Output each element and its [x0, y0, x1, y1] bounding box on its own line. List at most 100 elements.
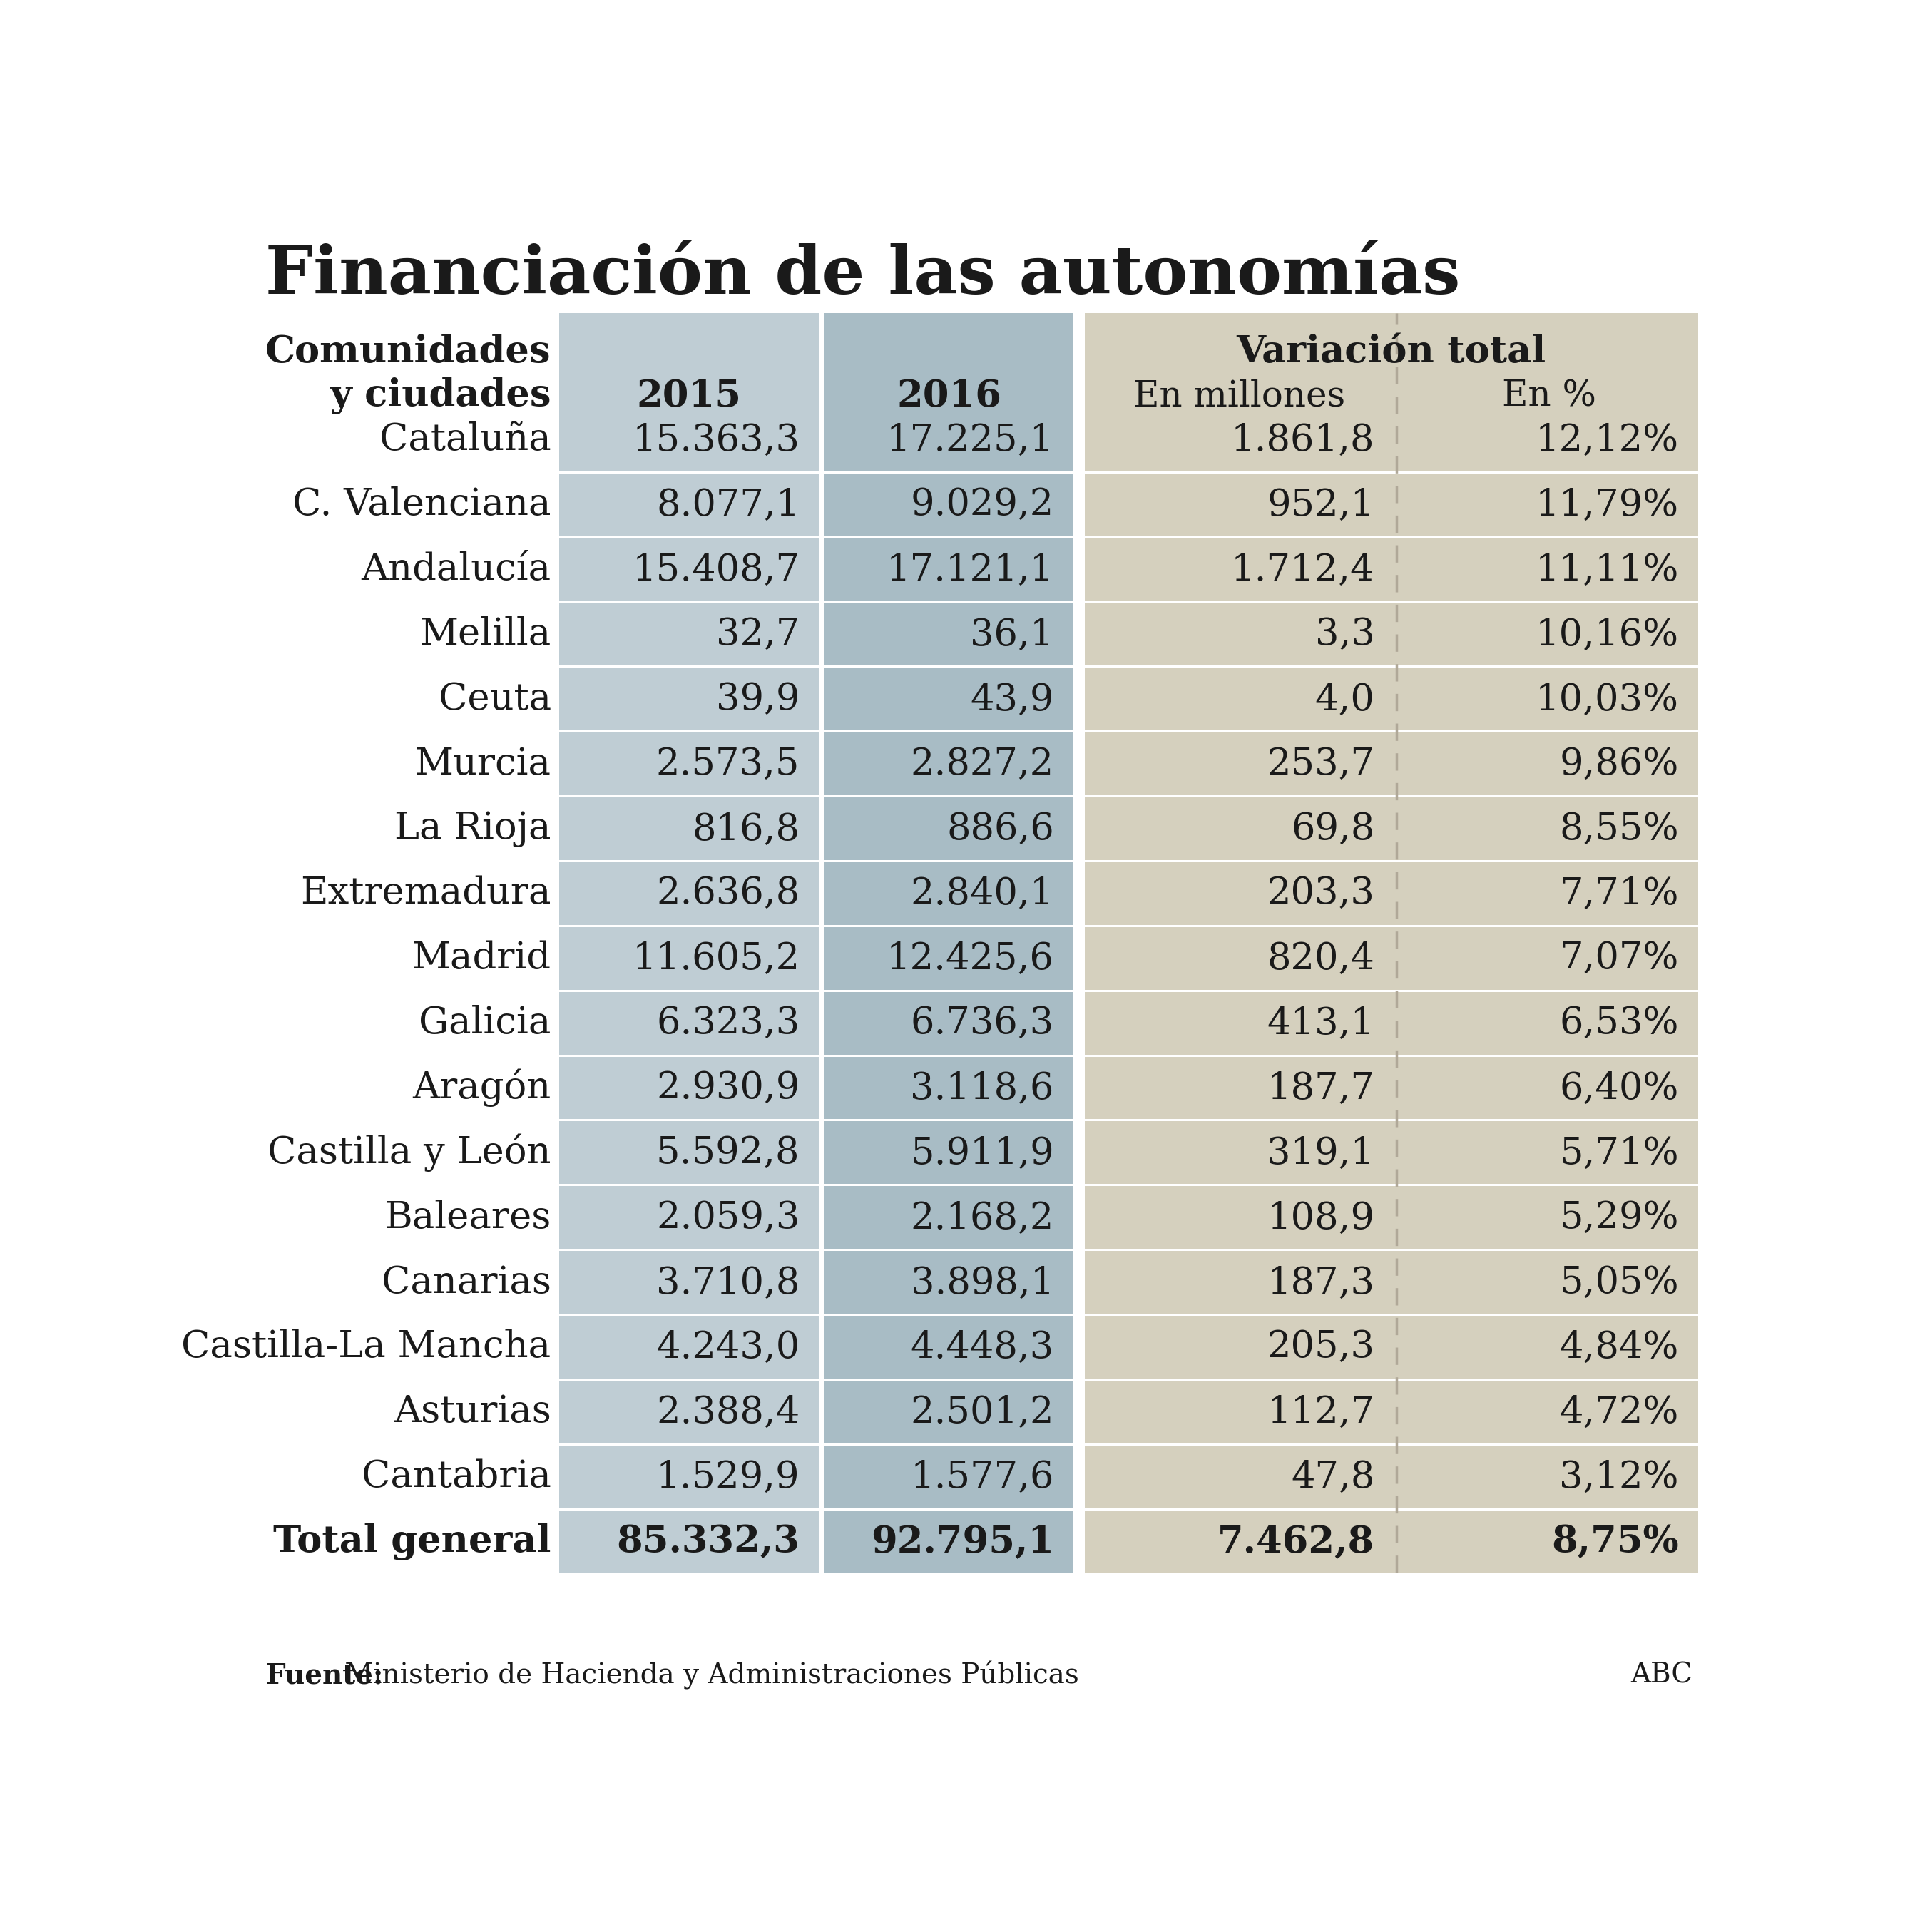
Text: 11,11%: 11,11%: [1536, 551, 1679, 587]
Text: 15.408,7: 15.408,7: [632, 551, 800, 587]
Text: 820,4: 820,4: [1266, 941, 1375, 976]
Text: 1.577,6: 1.577,6: [911, 1459, 1054, 1495]
Text: Comunidades: Comunidades: [265, 334, 552, 371]
Bar: [1085, 473, 1698, 535]
Bar: [825, 1381, 1073, 1443]
Bar: [1085, 313, 1698, 431]
Text: 816,8: 816,8: [691, 811, 800, 846]
Bar: [1085, 668, 1698, 730]
Bar: [1085, 1121, 1698, 1184]
Bar: [1085, 732, 1698, 796]
Text: 5,71%: 5,71%: [1559, 1134, 1679, 1171]
Bar: [560, 668, 819, 730]
Text: 5.911,9: 5.911,9: [911, 1134, 1054, 1171]
Bar: [560, 732, 819, 796]
Text: 2016: 2016: [896, 379, 1001, 413]
Text: Total general: Total general: [273, 1522, 552, 1561]
Text: 7,71%: 7,71%: [1559, 875, 1679, 912]
Bar: [825, 410, 1073, 471]
Text: 11.605,2: 11.605,2: [632, 941, 800, 976]
Text: Castilla y León: Castilla y León: [267, 1134, 552, 1173]
Bar: [825, 1186, 1073, 1248]
Text: 32,7: 32,7: [716, 616, 800, 653]
Text: 9,86%: 9,86%: [1559, 746, 1679, 782]
Text: Murcia: Murcia: [414, 746, 552, 782]
Bar: [560, 1381, 819, 1443]
Bar: [560, 1252, 819, 1314]
Bar: [1085, 1186, 1698, 1248]
Text: Variación total: Variación total: [1236, 334, 1545, 371]
Text: 43,9: 43,9: [970, 680, 1054, 717]
Bar: [1085, 1381, 1698, 1443]
Bar: [1085, 991, 1698, 1055]
Text: 17.225,1: 17.225,1: [886, 421, 1054, 458]
Bar: [825, 473, 1073, 535]
Bar: [825, 1316, 1073, 1378]
Bar: [560, 313, 819, 431]
Text: Cantabria: Cantabria: [361, 1459, 552, 1495]
Text: 108,9: 108,9: [1266, 1200, 1375, 1236]
Text: 3,12%: 3,12%: [1559, 1459, 1679, 1495]
Text: 8,55%: 8,55%: [1559, 811, 1679, 846]
Text: 2015: 2015: [636, 379, 741, 413]
Text: 8,75%: 8,75%: [1551, 1522, 1679, 1559]
Bar: [825, 798, 1073, 860]
Text: Melilla: Melilla: [420, 616, 552, 653]
Text: y ciudades: y ciudades: [330, 377, 552, 415]
Text: 6.736,3: 6.736,3: [911, 1005, 1054, 1041]
Text: 1.529,9: 1.529,9: [655, 1459, 800, 1495]
Text: Ministerio de Hacienda y Administraciones Públicas: Ministerio de Hacienda y Administracione…: [336, 1662, 1079, 1690]
Text: 47,8: 47,8: [1291, 1459, 1375, 1495]
Text: 6,53%: 6,53%: [1559, 1005, 1679, 1041]
Text: 3.710,8: 3.710,8: [657, 1264, 800, 1300]
Bar: [560, 473, 819, 535]
Text: ABC: ABC: [1631, 1662, 1692, 1689]
Text: 5,29%: 5,29%: [1559, 1200, 1679, 1236]
Text: Asturias: Asturias: [393, 1393, 552, 1430]
Bar: [1085, 1252, 1698, 1314]
Bar: [825, 1252, 1073, 1314]
Text: 39,9: 39,9: [716, 680, 800, 717]
Text: 10,16%: 10,16%: [1536, 616, 1679, 653]
Text: 69,8: 69,8: [1291, 811, 1375, 846]
Text: Cataluña: Cataluña: [380, 421, 552, 458]
Bar: [1085, 603, 1698, 667]
Text: 3,3: 3,3: [1314, 616, 1375, 653]
Text: Extremadura: Extremadura: [300, 875, 552, 912]
Text: 1.861,8: 1.861,8: [1230, 421, 1375, 458]
Bar: [825, 1445, 1073, 1509]
Text: 3.898,1: 3.898,1: [911, 1264, 1054, 1300]
Text: 11,79%: 11,79%: [1536, 487, 1679, 524]
Text: Castilla-La Mancha: Castilla-La Mancha: [181, 1329, 552, 1366]
Text: 187,7: 187,7: [1266, 1070, 1375, 1107]
Bar: [825, 539, 1073, 601]
Text: Aragón: Aragón: [413, 1068, 552, 1107]
Text: Ceuta: Ceuta: [437, 680, 552, 717]
Bar: [825, 862, 1073, 925]
Text: 1.712,4: 1.712,4: [1230, 551, 1375, 587]
Text: Baleares: Baleares: [384, 1200, 552, 1236]
Bar: [560, 1057, 819, 1119]
Text: 4,0: 4,0: [1314, 680, 1375, 717]
Text: 12,12%: 12,12%: [1536, 421, 1679, 458]
Text: Andalucía: Andalucía: [361, 551, 552, 587]
Bar: [1085, 410, 1698, 471]
Text: 952,1: 952,1: [1266, 487, 1375, 524]
Bar: [825, 732, 1073, 796]
Bar: [1085, 1445, 1698, 1509]
Text: 4,84%: 4,84%: [1559, 1329, 1679, 1366]
Text: C. Valenciana: C. Valenciana: [292, 487, 552, 524]
Text: 9.029,2: 9.029,2: [911, 487, 1054, 524]
Text: 92.795,1: 92.795,1: [871, 1522, 1054, 1559]
Text: 253,7: 253,7: [1266, 746, 1375, 782]
Bar: [560, 1186, 819, 1248]
Bar: [1085, 1511, 1698, 1573]
Bar: [825, 603, 1073, 667]
Bar: [1085, 927, 1698, 989]
Bar: [560, 1121, 819, 1184]
Bar: [825, 927, 1073, 989]
Text: 112,7: 112,7: [1266, 1393, 1375, 1430]
Text: 3.118,6: 3.118,6: [911, 1070, 1054, 1107]
Text: 6.323,3: 6.323,3: [657, 1005, 800, 1041]
Text: 2.573,5: 2.573,5: [655, 746, 800, 782]
